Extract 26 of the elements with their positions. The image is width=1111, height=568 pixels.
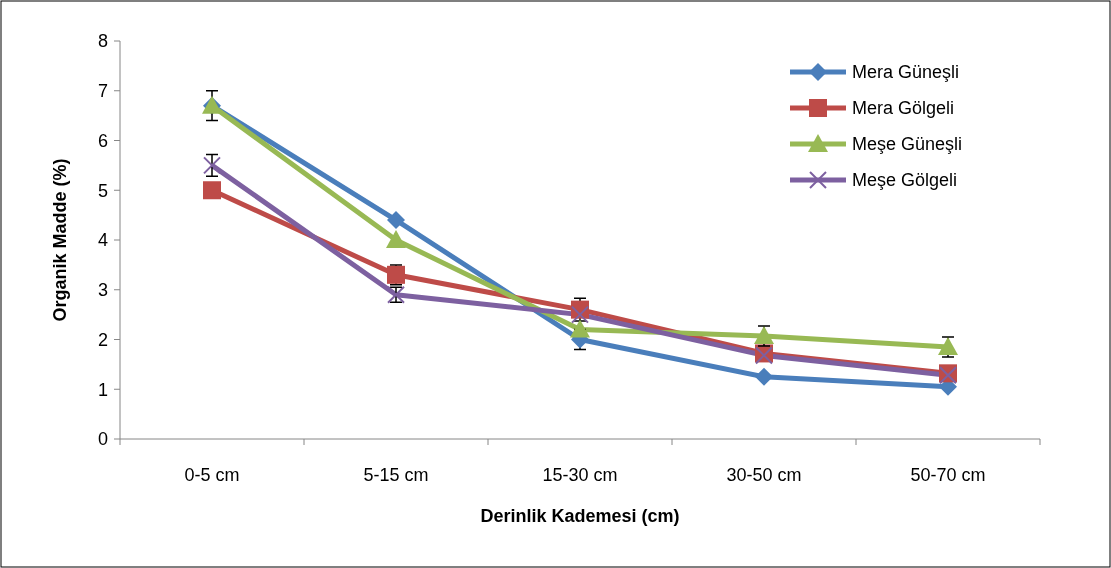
y-tick-label: 5 — [97, 180, 108, 201]
x-tick-label: 0-5 cm — [184, 465, 240, 485]
point — [203, 181, 221, 200]
x-axis-title: Derinlik Kademesi (cm) — [480, 506, 680, 526]
point — [570, 319, 590, 338]
y-tick-label: 3 — [97, 280, 108, 301]
y-tick-label: 6 — [97, 130, 108, 151]
y-tick-label: 0 — [97, 429, 108, 450]
y-tick-label: 8 — [97, 31, 108, 52]
y-tick-label: 1 — [97, 379, 108, 400]
x-tick-label: 15-30 cm — [542, 465, 618, 485]
legend-label: Meşe Güneşli — [852, 134, 963, 155]
y-tick-label: 7 — [97, 81, 108, 102]
legend-label: Mera Gölgeli — [852, 98, 955, 119]
x-tick-label: 5-15 cm — [363, 465, 429, 485]
point — [755, 367, 773, 386]
y-axis-title: Organik Madde (%) — [50, 158, 70, 322]
point — [386, 230, 406, 248]
legend-label: Mera Güneşli — [852, 62, 960, 83]
x-tick-label: 50-70 cm — [910, 465, 986, 485]
x-tick-label: 30-50 cm — [726, 465, 802, 485]
point — [387, 211, 405, 230]
point — [571, 305, 589, 324]
y-tick-label: 2 — [97, 329, 108, 350]
y-tick-label: 4 — [97, 230, 108, 251]
legend-label: Meşe Gölgeli — [852, 170, 958, 191]
